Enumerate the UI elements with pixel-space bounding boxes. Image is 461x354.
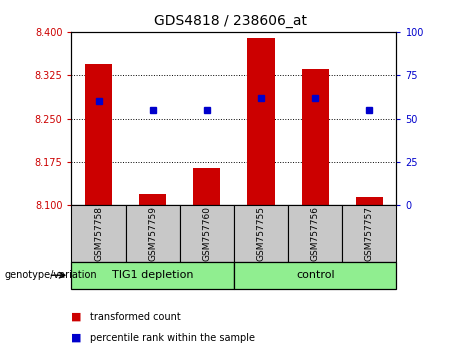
Text: GSM757759: GSM757759 [148,206,157,261]
Text: GSM757757: GSM757757 [365,206,374,261]
Text: TIG1 depletion: TIG1 depletion [112,270,194,280]
Bar [71,262,234,289]
Bar [248,38,275,205]
Bar [125,205,180,262]
Text: ■: ■ [71,312,82,322]
Text: transformed count: transformed count [90,312,181,322]
Bar [234,262,396,289]
Bar [342,205,396,262]
Bar [85,64,112,205]
Bar [71,205,125,262]
Text: percentile rank within the sample: percentile rank within the sample [90,333,255,343]
Text: GSM757755: GSM757755 [256,206,266,261]
Text: GDS4818 / 238606_at: GDS4818 / 238606_at [154,14,307,28]
Bar [288,205,342,262]
Text: GSM757756: GSM757756 [311,206,320,261]
Text: GSM757758: GSM757758 [94,206,103,261]
Bar [301,69,329,205]
Bar [193,168,220,205]
Text: genotype/variation: genotype/variation [5,270,97,280]
Bar [180,205,234,262]
Bar [356,196,383,205]
Bar [234,205,288,262]
Text: ■: ■ [71,333,82,343]
Text: GSM757760: GSM757760 [202,206,212,261]
Bar [139,194,166,205]
Text: control: control [296,270,335,280]
